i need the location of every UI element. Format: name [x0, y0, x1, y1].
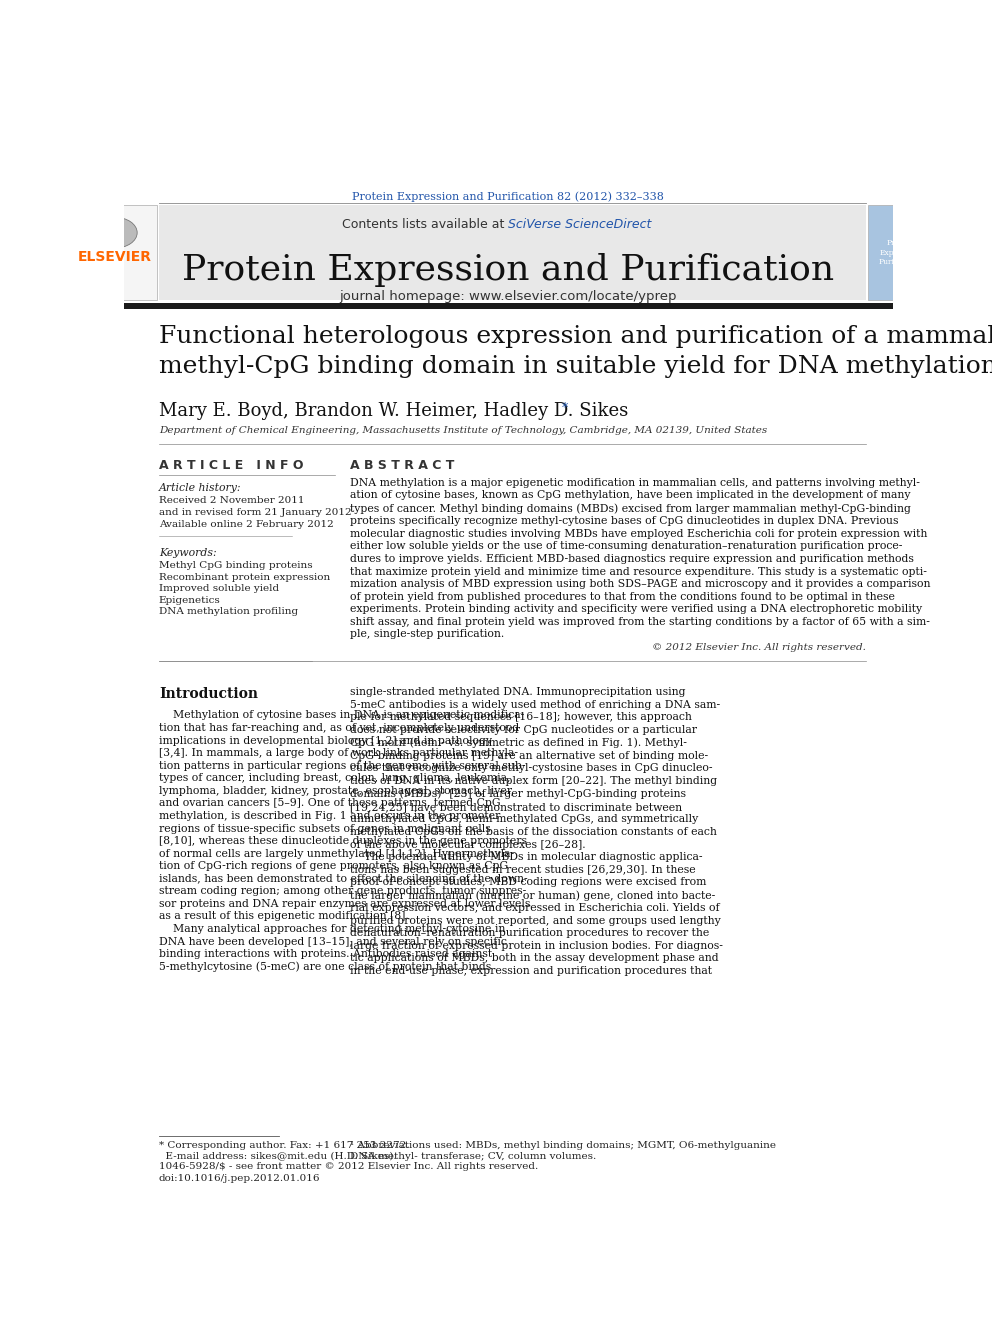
Text: Article history:: Article history:	[159, 483, 241, 492]
Text: Introduction: Introduction	[159, 688, 258, 701]
Text: Available online 2 February 2012: Available online 2 February 2012	[159, 520, 333, 529]
Text: Improved soluble yield: Improved soluble yield	[159, 585, 279, 593]
Text: Mary E. Boyd, Brandon W. Heimer, Hadley D. Sikes: Mary E. Boyd, Brandon W. Heimer, Hadley …	[159, 402, 634, 421]
Text: Contents lists available at: Contents lists available at	[342, 218, 509, 232]
Ellipse shape	[92, 217, 137, 249]
Bar	[868, 205, 933, 300]
Text: * Corresponding author. Fax: +1 617 253 2272.
  E-mail address: sikes@mit.edu (H: * Corresponding author. Fax: +1 617 253 …	[159, 1140, 410, 1160]
Text: A B S T R A C T: A B S T R A C T	[350, 459, 454, 472]
Text: Received 2 November 2011: Received 2 November 2011	[159, 496, 305, 505]
Text: Protein
Expression
Purification: Protein Expression Purification	[878, 239, 923, 266]
Bar	[72, 205, 158, 300]
Text: Epigenetics: Epigenetics	[159, 595, 220, 605]
Text: Methylation of cytosine bases in DNA is an epigenetic modifica-
tion that has fa: Methylation of cytosine bases in DNA is …	[159, 710, 531, 972]
Text: single-stranded methylated DNA. Immunoprecipitation using
5-meC antibodies is a : single-stranded methylated DNA. Immunopr…	[350, 688, 723, 976]
Text: Keywords:: Keywords:	[159, 548, 216, 558]
Text: Department of Chemical Engineering, Massachusetts Institute of Technology, Cambr: Department of Chemical Engineering, Mass…	[159, 426, 767, 434]
Text: Protein Expression and Purification 82 (2012) 332–338: Protein Expression and Purification 82 (…	[352, 191, 665, 201]
Text: © 2012 Elsevier Inc. All rights reserved.: © 2012 Elsevier Inc. All rights reserved…	[652, 643, 866, 652]
Text: and in revised form 21 January 2012: and in revised form 21 January 2012	[159, 508, 351, 517]
Text: Recombinant protein expression: Recombinant protein expression	[159, 573, 330, 582]
Text: DNA methylation profiling: DNA methylation profiling	[159, 607, 298, 617]
Text: DNA methylation is a major epigenetic modification in mammalian cells, and patte: DNA methylation is a major epigenetic mo…	[350, 478, 930, 639]
Text: Methyl CpG binding proteins: Methyl CpG binding proteins	[159, 561, 312, 570]
Text: SciVerse ScienceDirect: SciVerse ScienceDirect	[509, 218, 652, 232]
Bar	[72, 303, 933, 308]
Bar	[159, 205, 866, 300]
Text: ¹ Abbreviations used: MBDs, methyl binding domains; MGMT, O6-methylguanine
DNA m: ¹ Abbreviations used: MBDs, methyl bindi…	[350, 1140, 777, 1160]
Text: A R T I C L E   I N F O: A R T I C L E I N F O	[159, 459, 304, 472]
Text: ELSEVIER: ELSEVIER	[77, 250, 152, 265]
Text: journal homepage: www.elsevier.com/locate/yprep: journal homepage: www.elsevier.com/locat…	[339, 290, 678, 303]
Text: *: *	[561, 402, 568, 415]
Text: Functional heterologous expression and purification of a mammalian
methyl-CpG bi: Functional heterologous expression and p…	[159, 325, 992, 378]
Text: Protein Expression and Purification: Protein Expression and Purification	[183, 253, 834, 287]
Text: 1046-5928/$ - see front matter © 2012 Elsevier Inc. All rights reserved.
doi:10.: 1046-5928/$ - see front matter © 2012 El…	[159, 1162, 538, 1183]
